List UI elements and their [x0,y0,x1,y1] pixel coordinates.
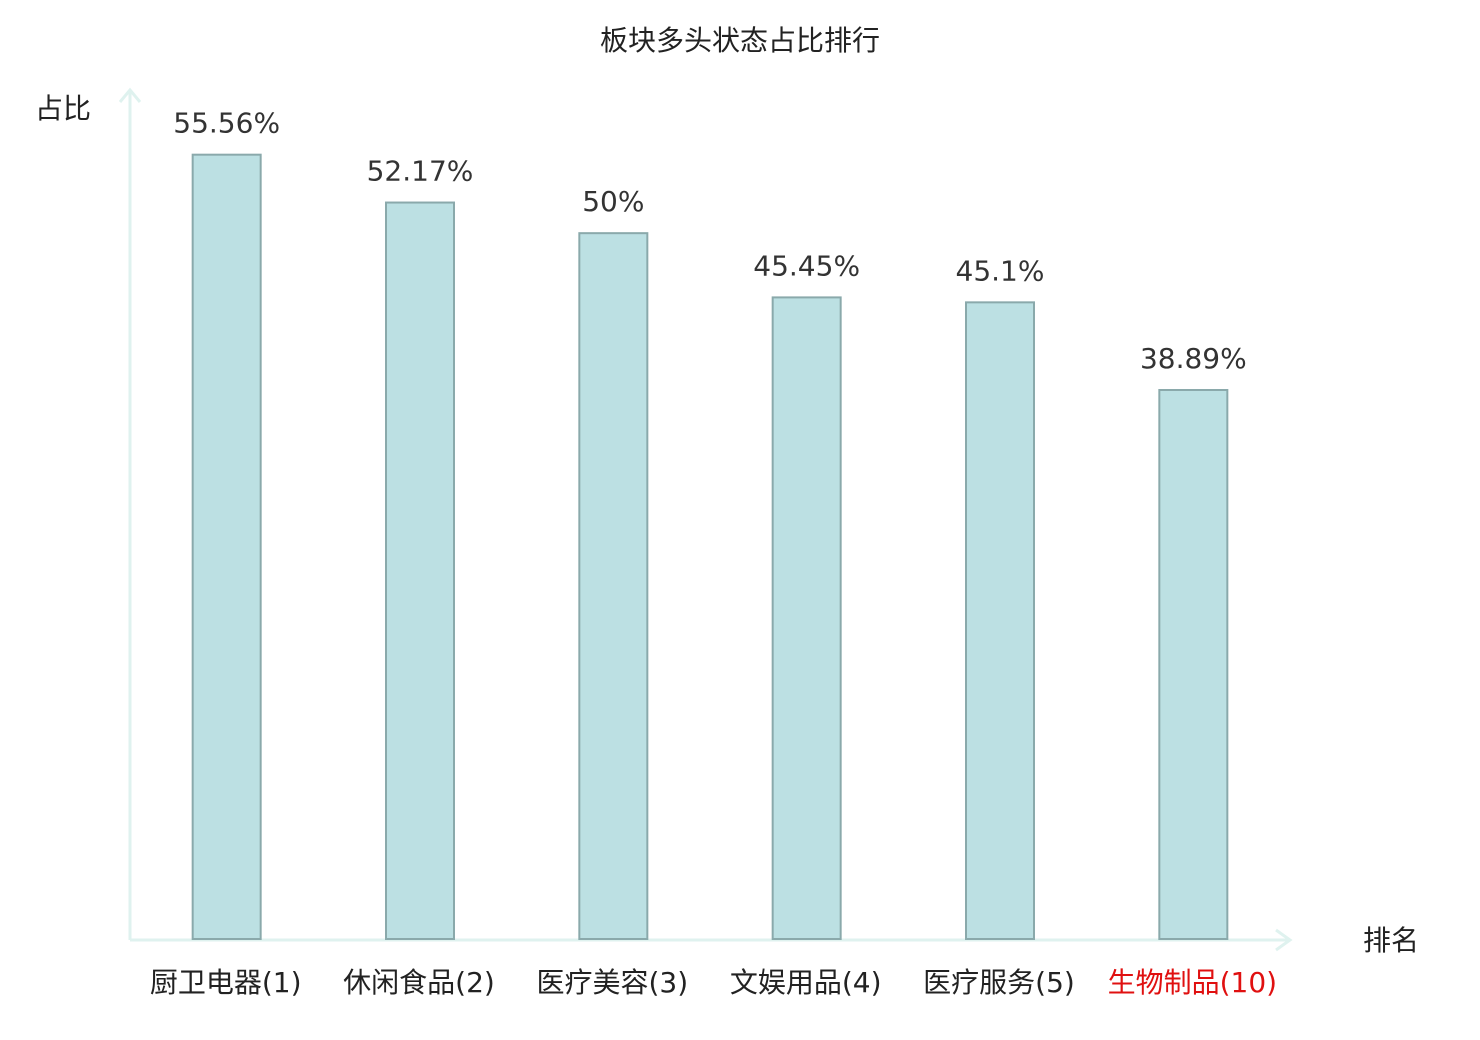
bar [1158,389,1229,941]
axes [118,87,1293,952]
x-axis-arrow [1275,928,1293,952]
value-label: 38.89% [1140,342,1247,375]
chart-title: 板块多头状态占比排行 [600,24,880,57]
x-tick-label: 休闲食品(2) [343,966,495,999]
value-label: 45.45% [753,249,860,282]
x-tick-label: 生物制品(10) [1108,966,1277,999]
value-label: 52.17% [367,155,474,188]
x-axis-label: 排名 [1363,924,1419,957]
bar [191,153,262,941]
bar [965,301,1035,941]
value-label: 50% [582,185,644,218]
value-label: 55.56% [173,107,280,140]
value-label: 45.1% [956,254,1045,287]
bar [771,296,842,940]
x-tick-label: 厨卫电器(1) [150,966,302,999]
bar [385,201,455,940]
y-axis-label: 占比 [35,92,91,125]
x-tick-label: 文娱用品(4) [730,966,882,999]
x-tick-label: 医疗服务(5) [923,966,1075,999]
y-axis-arrow [118,87,142,103]
x-tick-label: 医疗美容(3) [536,966,688,999]
bar [578,232,649,940]
